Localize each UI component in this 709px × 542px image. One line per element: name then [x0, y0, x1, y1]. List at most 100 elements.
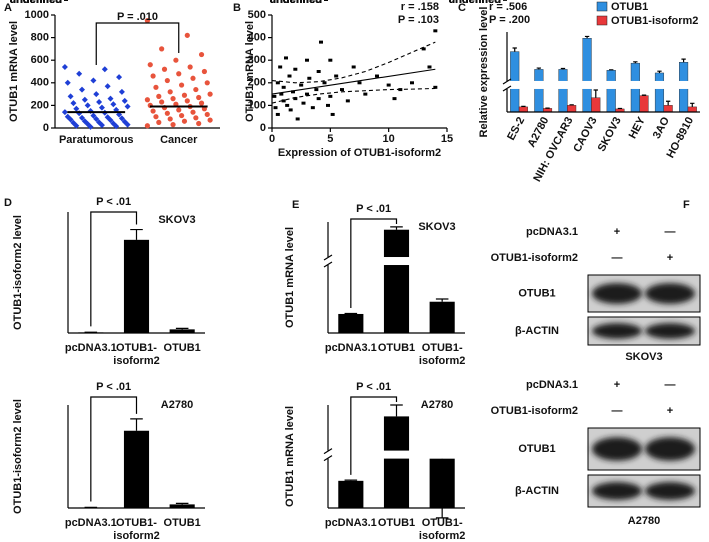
data-point — [79, 114, 85, 121]
data-point — [314, 88, 319, 92]
y-tick-label: 800 — [31, 32, 49, 44]
protein-band — [592, 437, 642, 461]
data-point — [196, 120, 202, 127]
error-bar — [175, 327, 189, 330]
data-point — [76, 70, 83, 77]
y-tick-label: undefined — [9, 0, 62, 6]
y-tick-label: undefined — [9, 0, 62, 6]
bar — [169, 504, 195, 508]
data-point — [167, 89, 173, 95]
axis-break — [501, 80, 702, 89]
lane-sign: — — [665, 379, 676, 391]
data-point — [164, 77, 170, 84]
data-point — [159, 46, 165, 52]
data-point — [61, 109, 68, 116]
protein-band — [645, 283, 695, 304]
treatment-label: OTUB1-isoform2 — [491, 405, 578, 417]
data-point — [61, 63, 68, 70]
y-tick-label: undefined — [9, 0, 62, 6]
data-point — [291, 90, 295, 94]
data-point — [173, 57, 179, 63]
legend-label: OTUB1 — [611, 1, 648, 13]
data-point — [190, 109, 196, 115]
data-point — [328, 94, 333, 98]
data-point — [118, 115, 125, 122]
bar — [591, 97, 601, 113]
confidence-band — [271, 41, 436, 84]
data-point — [285, 103, 290, 107]
axis-break — [322, 257, 467, 266]
x-tick-label: ES-2 — [505, 115, 527, 142]
data-point — [284, 56, 288, 60]
data-point — [144, 97, 150, 103]
lane-sign: + — [614, 379, 620, 391]
data-point — [278, 65, 283, 69]
x-tick-label: pcDNA3.1 — [65, 517, 117, 529]
y-tick-label: undefined — [9, 0, 62, 6]
y-tick-label: undefined — [269, 0, 322, 6]
data-point — [67, 93, 74, 100]
data-point — [170, 96, 176, 102]
data-point — [161, 66, 168, 72]
protein-band — [645, 482, 695, 500]
protein-band — [592, 482, 642, 500]
data-point — [421, 47, 426, 51]
data-point — [167, 116, 173, 122]
x-tick-label: OTUB1-isoform2 — [419, 517, 465, 542]
annotation: P < .01 — [356, 203, 391, 215]
lane-sign: — — [612, 252, 623, 264]
data-point — [159, 99, 165, 105]
data-point — [305, 58, 309, 62]
data-point — [70, 100, 77, 107]
data-point — [124, 103, 131, 110]
y-tick-label: undefined — [9, 0, 62, 6]
cell-line-label: SKOV3 — [418, 221, 455, 233]
y-tick-label: 300 — [248, 54, 266, 66]
y-tick-label: undefined — [9, 0, 62, 6]
y-axis-label: Relative expression level — [478, 7, 490, 138]
data-point — [273, 106, 278, 110]
bar — [558, 69, 568, 113]
data-point — [90, 77, 97, 84]
y-tick-label: 200 — [31, 99, 49, 111]
y-tick-label: undefined — [269, 0, 322, 6]
y-tick-label: undefined — [269, 0, 322, 6]
y-tick-label: 100 — [248, 99, 266, 111]
significance-bracket — [350, 396, 398, 475]
bar — [429, 301, 455, 333]
error-bar — [560, 67, 566, 70]
band-label: β-ACTIN — [515, 325, 559, 337]
protein-band — [645, 437, 695, 461]
panel-label: E — [292, 199, 299, 211]
y-tick-label: 600 — [31, 54, 49, 66]
treatment-label: pcDNA3.1 — [526, 226, 578, 238]
axis-break-mark — [323, 254, 333, 268]
data-point — [340, 88, 344, 92]
y-tick-label: undefined — [448, 0, 501, 6]
axis-break-mark — [502, 78, 512, 92]
error-bar — [344, 312, 358, 315]
data-point — [198, 100, 205, 106]
data-point — [147, 62, 153, 68]
lane-sign: — — [665, 226, 676, 238]
data-point — [176, 107, 182, 113]
data-point — [328, 58, 333, 62]
y-tick-label: 500 — [248, 9, 266, 21]
data-point — [187, 64, 193, 70]
data-point — [330, 112, 335, 116]
band-label: OTUB1 — [518, 443, 555, 455]
axis-break-mark — [323, 448, 333, 462]
data-point — [113, 123, 120, 130]
y-tick-label: undefined — [9, 0, 62, 6]
y-axis-label: OTUB1 mRNA level — [244, 21, 256, 122]
y-axis-label: OTUB1 mRNA level — [284, 406, 296, 507]
data-point — [90, 112, 97, 119]
data-point — [110, 101, 117, 108]
y-tick-label: undefined — [269, 0, 322, 6]
band-label: OTUB1 — [518, 287, 555, 299]
y-tick-label: undefined — [269, 0, 322, 6]
legend-label: OTUB1-isoform2 — [611, 15, 698, 27]
y-tick-label: 1000 — [25, 9, 49, 21]
x-tick-label: OTUB1 — [164, 342, 201, 354]
data-point — [207, 91, 213, 97]
